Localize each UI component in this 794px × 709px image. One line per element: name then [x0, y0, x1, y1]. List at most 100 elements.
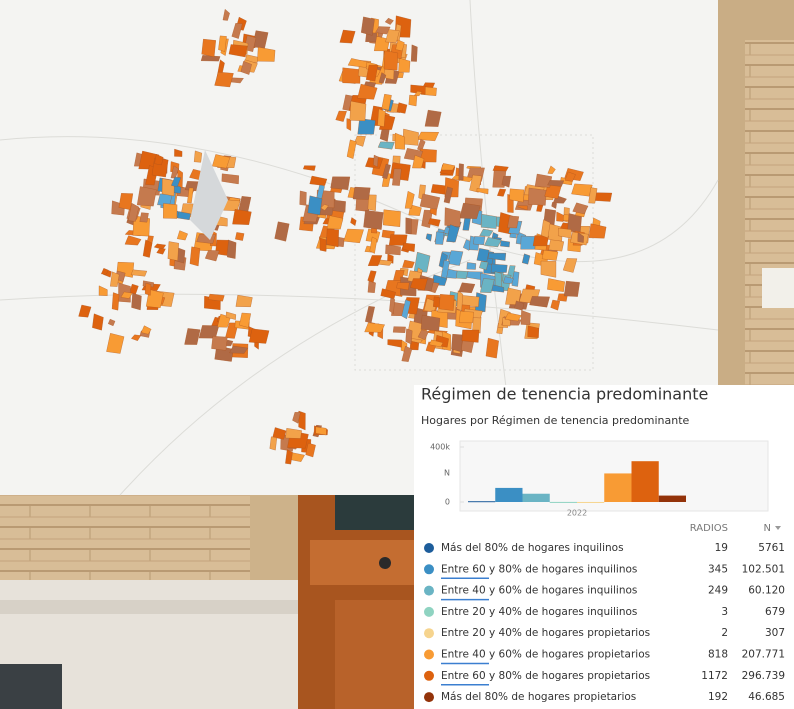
map-tract — [156, 248, 166, 255]
map-tract — [401, 345, 413, 362]
map-tract — [101, 268, 109, 275]
map-tract — [272, 427, 287, 440]
map-tract — [285, 449, 293, 465]
map-tract — [588, 223, 607, 239]
map-tract — [346, 139, 357, 159]
map-tract — [285, 428, 302, 439]
map-tract — [131, 292, 142, 311]
map-tract — [476, 248, 490, 262]
map-tract — [298, 410, 306, 431]
map-tract — [520, 235, 536, 250]
legend-label: Entre 20 y 40% de hogares propietarios — [441, 627, 650, 639]
map-tract — [401, 299, 411, 320]
map-tract — [458, 282, 476, 293]
map-road — [0, 136, 719, 263]
map-tract — [235, 294, 253, 307]
map-tract — [500, 240, 510, 248]
bar — [468, 501, 496, 503]
legend-swatch — [424, 543, 434, 553]
map-tract — [480, 213, 497, 229]
map-tract — [428, 218, 441, 227]
map-tract — [476, 188, 489, 195]
map-tract — [509, 188, 525, 203]
photo-window — [335, 495, 414, 530]
map-tract — [107, 318, 116, 327]
map-tract — [517, 205, 528, 211]
map-tract — [363, 210, 384, 230]
legend-swatch — [424, 564, 434, 575]
map-tract — [563, 280, 580, 297]
legend-label: Entre 20 y 40% de hogares inquilinos — [441, 606, 637, 618]
map-tract — [473, 236, 486, 246]
map-tract — [367, 255, 383, 266]
map-tract — [527, 325, 540, 338]
map-tract — [534, 173, 553, 188]
photo-sign — [762, 268, 794, 308]
y-tick-label: 0 — [445, 498, 450, 507]
map-tract — [479, 228, 494, 237]
legend-label: Más del 80% de hogares inquilinos — [441, 542, 624, 554]
map-tract — [130, 269, 148, 277]
map-tract — [398, 57, 411, 73]
map-tract — [469, 174, 482, 193]
map-tract — [369, 236, 378, 254]
bar — [631, 461, 659, 502]
map-tract — [514, 300, 525, 311]
map-tract — [177, 211, 191, 221]
map-tract — [248, 328, 270, 344]
table-header: RADIOS — [690, 523, 728, 534]
map-tract — [307, 195, 323, 216]
map-tract — [141, 325, 152, 335]
map-tract — [547, 278, 565, 292]
map-tract — [541, 249, 559, 261]
map-tract — [309, 175, 328, 186]
map-tract — [347, 58, 370, 68]
map-tract — [365, 64, 379, 82]
n-cell: 102.501 — [742, 563, 785, 575]
sort-icon[interactable] — [775, 526, 781, 530]
map-tract — [120, 291, 133, 299]
map-tract — [214, 345, 234, 362]
map-tract — [303, 165, 316, 171]
photo-knob — [379, 557, 391, 569]
map-tract — [571, 183, 593, 197]
photo-vent — [0, 664, 62, 709]
map-tract — [429, 339, 444, 348]
map-tract — [529, 296, 550, 308]
map-tract — [377, 108, 386, 127]
map-tract — [136, 186, 157, 207]
map-tract — [373, 154, 379, 168]
map-tract — [405, 217, 412, 235]
map-tract — [551, 202, 557, 209]
table-header[interactable]: N — [764, 523, 771, 534]
map-tract — [392, 168, 402, 186]
legend-swatch — [424, 692, 434, 703]
map-tract — [320, 204, 329, 211]
map-tract — [572, 202, 589, 215]
map-tract — [232, 209, 252, 225]
legend-label: Entre 60 y 80% de hogares inquilinos — [441, 563, 637, 575]
map-tract — [374, 36, 390, 52]
map-tract — [405, 328, 413, 345]
map-tract — [124, 235, 142, 246]
map-tract — [222, 8, 230, 21]
map-tract — [342, 67, 361, 84]
map-tract — [161, 178, 175, 197]
map-tract — [174, 148, 183, 157]
map-tract — [212, 154, 231, 169]
map-tract — [408, 204, 422, 216]
radios-cell: 19 — [715, 542, 728, 554]
legend-panel — [414, 385, 794, 709]
map-tract — [456, 290, 464, 311]
map-tract — [440, 163, 456, 171]
legend-swatch — [424, 628, 434, 639]
map-tract — [269, 436, 278, 451]
map-tract — [189, 246, 201, 267]
map-tract — [564, 171, 576, 182]
map-tract — [424, 109, 442, 127]
legend-label: Entre 40 y 60% de hogares inquilinos — [441, 585, 637, 597]
map-lake — [190, 150, 228, 240]
map-tract — [383, 50, 399, 71]
photo-column — [250, 495, 300, 580]
map-tract — [332, 199, 346, 213]
